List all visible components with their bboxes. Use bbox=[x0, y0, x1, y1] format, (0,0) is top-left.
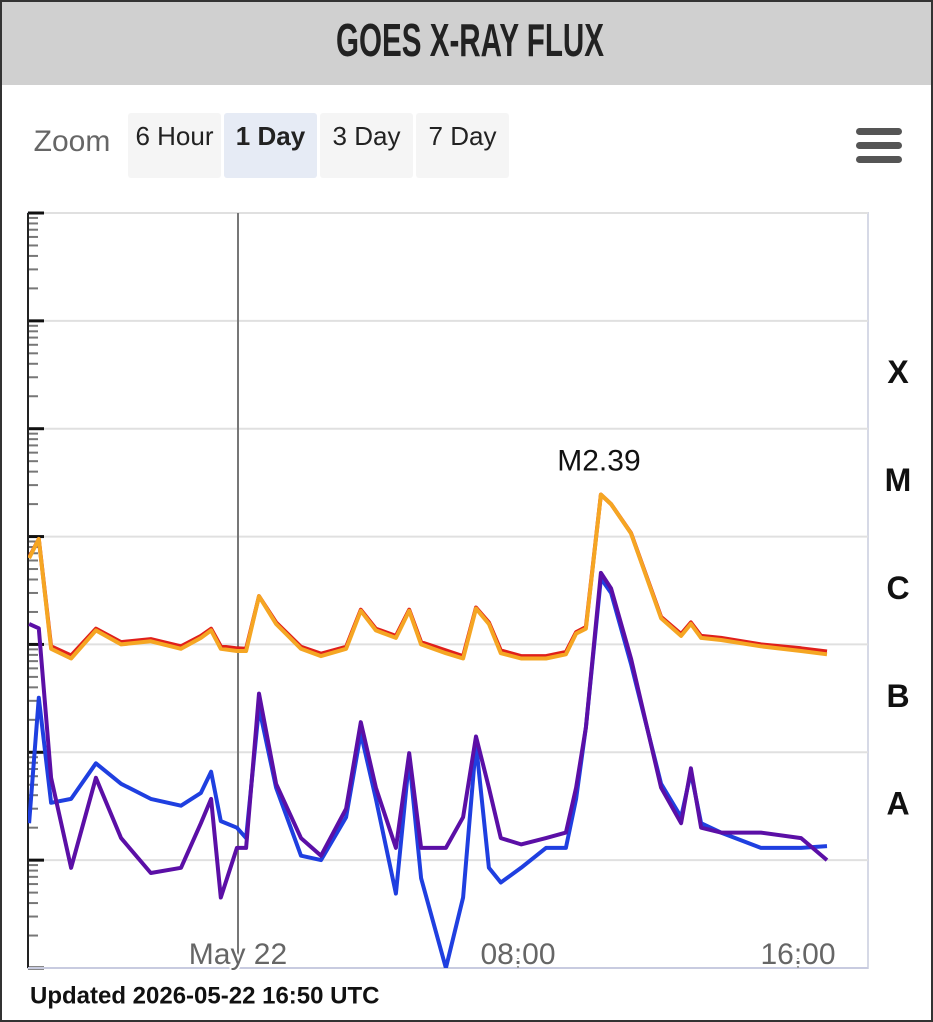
class-label: C bbox=[886, 570, 909, 606]
header-bar bbox=[0, 0, 933, 85]
zoom-buttons: 6 Hour 1 Day 3 Day 7 Day bbox=[128, 113, 509, 178]
zoom-button-bg[interactable] bbox=[416, 113, 509, 178]
zoom-button-label[interactable]: 3 Day bbox=[333, 121, 401, 151]
peak-annotation: M2.39 bbox=[557, 445, 640, 478]
flux-line bbox=[28, 570, 829, 900]
zoom-button-bg[interactable] bbox=[224, 113, 317, 178]
series-group bbox=[28, 492, 829, 968]
updated-text: Updated 2026-05-22 16:50 UTC bbox=[30, 982, 379, 1009]
class-label: M bbox=[885, 462, 912, 498]
zoom-button-label[interactable]: 7 Day bbox=[429, 121, 497, 151]
menu-button[interactable] bbox=[850, 122, 908, 168]
zoom-label: Zoom bbox=[34, 125, 111, 158]
zoom-button[interactable]: 6 Hour bbox=[128, 113, 221, 178]
class-label: X bbox=[887, 354, 909, 390]
flux-line bbox=[28, 492, 828, 661]
menu-bar bbox=[856, 128, 902, 135]
class-label: B bbox=[886, 678, 909, 714]
class-label: A bbox=[886, 786, 909, 822]
zoom-button[interactable]: 3 Day bbox=[320, 113, 413, 178]
zoom-button-label[interactable]: 6 Hour bbox=[135, 121, 213, 151]
x-tick-label: 08:00 bbox=[480, 938, 555, 971]
zoom-button-label[interactable]: 1 Day bbox=[236, 121, 306, 151]
zoom-button-bg[interactable] bbox=[320, 113, 413, 178]
zoom-button-bg[interactable] bbox=[128, 113, 221, 178]
menu-bar bbox=[856, 142, 902, 149]
plot-area bbox=[27, 212, 869, 969]
menu-bar bbox=[856, 156, 902, 163]
x-tick-label: 16:00 bbox=[760, 938, 835, 971]
header-title: GOES X-RAY FLUX bbox=[336, 14, 604, 66]
zoom-button[interactable]: 1 Day bbox=[224, 113, 317, 178]
zoom-button[interactable]: 7 Day bbox=[416, 113, 509, 178]
plot: A B C M X M2.39 May 22 08:00 16:00 bbox=[27, 211, 912, 973]
x-tick-label: May 22 bbox=[189, 938, 287, 971]
